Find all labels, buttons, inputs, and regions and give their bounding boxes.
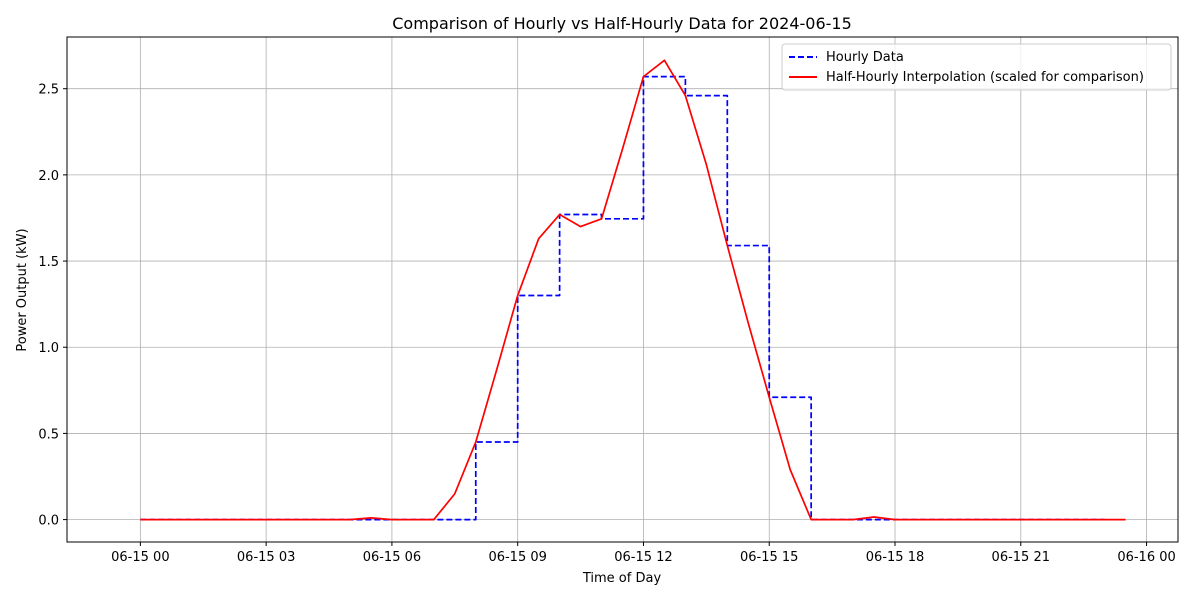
- plot-series: [140, 59, 1126, 521]
- x-tick-label: 06-15 18: [866, 550, 924, 565]
- x-tick-label: 06-15 12: [614, 550, 672, 565]
- series-hourly-line: [140, 75, 1105, 521]
- y-tick-label: 0.0: [38, 514, 59, 529]
- y-tick-label: 1.5: [38, 255, 59, 270]
- chart-title: Comparison of Hourly vs Half-Hourly Data…: [392, 14, 852, 33]
- y-axis-ticks: 0.0 0.5 1.0 1.5 2.0 2.5: [38, 83, 67, 529]
- y-tick-label: 2.0: [38, 169, 59, 184]
- x-axis-ticks: 06-15 00 06-15 03 06-15 06 06-15 09 06-15 12…: [111, 542, 1176, 565]
- x-tick-label: 06-16 00: [1117, 550, 1175, 565]
- y-tick-label: 1.0: [38, 341, 59, 356]
- legend-box: [781, 43, 1172, 91]
- legend-label-hourly: Hourly Data: [826, 50, 904, 65]
- x-tick-label: 06-15 00: [111, 550, 169, 565]
- x-axis-title: Time of Day: [582, 571, 662, 586]
- plot-frame: [66, 36, 1179, 543]
- y-tick-label: 2.5: [38, 83, 59, 98]
- series-half-hourly-line: [140, 59, 1126, 521]
- x-tick-label: 06-15 21: [992, 550, 1050, 565]
- x-tick-label: 06-15 06: [363, 550, 421, 565]
- x-tick-label: 06-15 03: [237, 550, 295, 565]
- y-tick-label: 0.5: [38, 427, 59, 442]
- x-tick-label: 06-15 15: [740, 550, 798, 565]
- x-tick-label: 06-15 09: [488, 550, 546, 565]
- legend-label-half-hourly: Half-Hourly Interpolation (scaled for co…: [826, 70, 1144, 85]
- legend: Hourly Data Half-Hourly Interpolation (s…: [781, 43, 1172, 91]
- y-axis-title: Power Output (kW): [15, 228, 30, 351]
